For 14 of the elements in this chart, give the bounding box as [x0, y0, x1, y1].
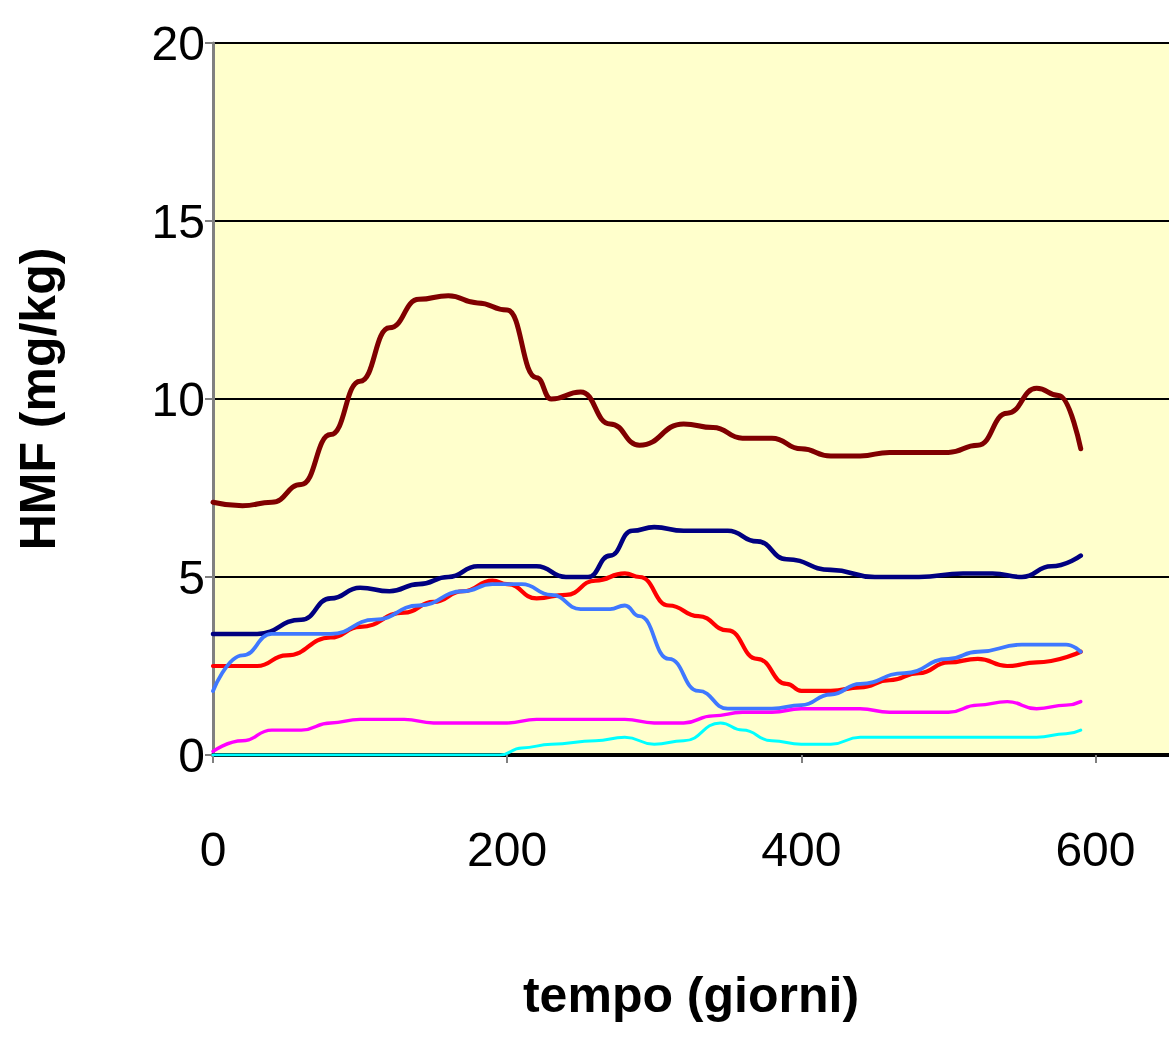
line-series [211, 699, 1083, 754]
x-axis-title: tempo (giorni) [522, 967, 860, 1023]
y-axis-title: HMF (mg/kg) [10, 247, 66, 551]
line-series [211, 721, 1083, 757]
x-tick-label: 200 [467, 822, 548, 876]
x-tick-label: 400 [761, 822, 842, 876]
line-series [211, 582, 1083, 711]
y-tick-label: 10 [151, 372, 205, 426]
y-tick-label: 5 [178, 550, 205, 604]
y-tick-label: 20 [151, 16, 205, 70]
line-series [210, 524, 1084, 637]
y-tick-label: 15 [151, 194, 205, 248]
x-tick-label: 600 [1055, 822, 1136, 876]
y-tick-label: 0 [178, 728, 205, 782]
